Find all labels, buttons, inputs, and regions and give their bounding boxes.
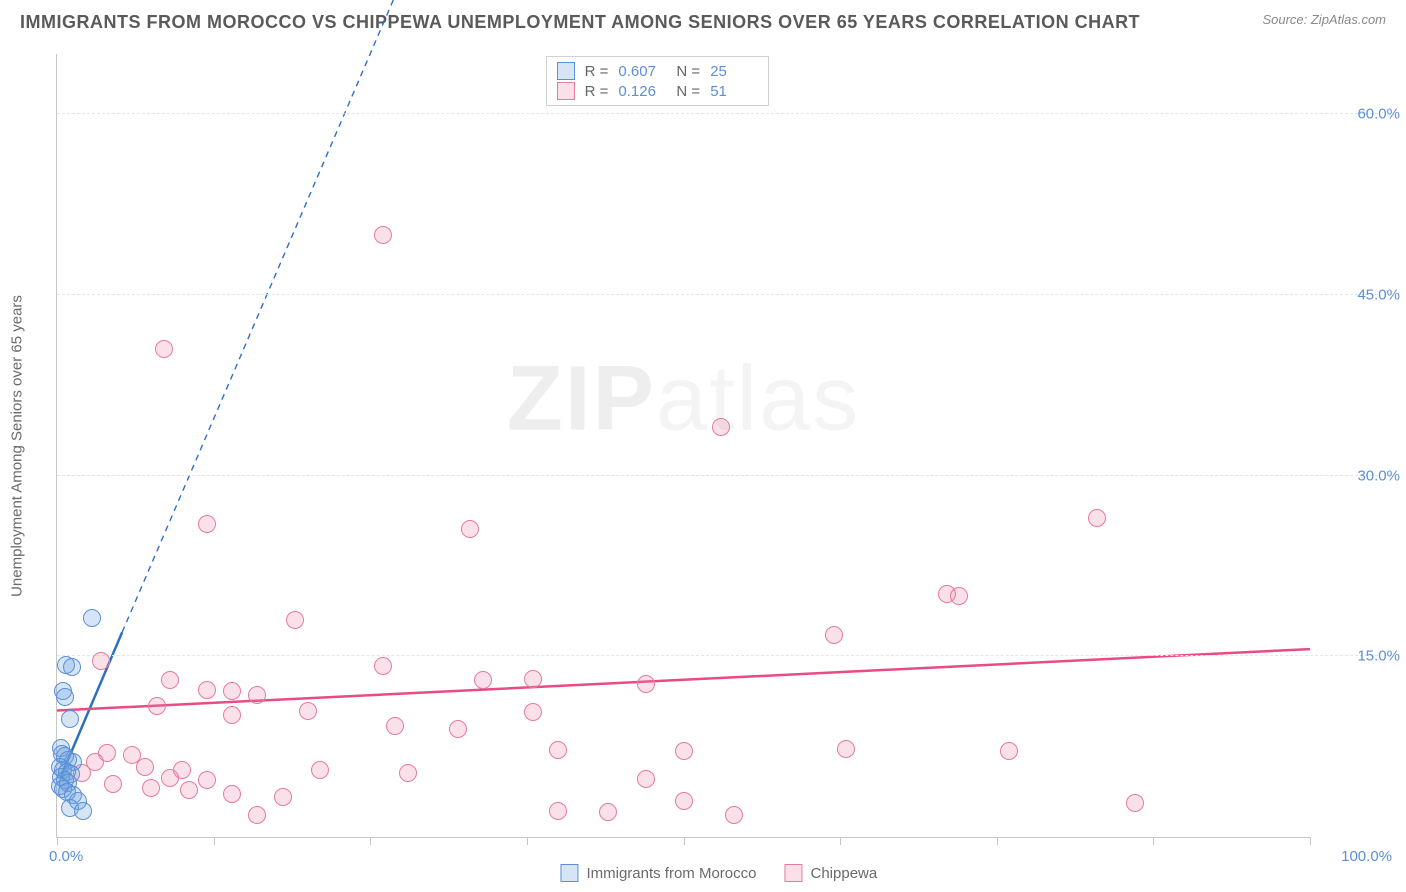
y-tick-label: 60.0%	[1320, 106, 1400, 123]
chart-container: ZIPatlas Unemployment Among Seniors over…	[56, 54, 1310, 838]
n-label: N =	[676, 63, 700, 80]
x-label-max: 100.0%	[1341, 848, 1392, 865]
data-point	[374, 657, 392, 675]
stats-legend: R = 0.607 N = 25 R = 0.126 N = 51	[546, 56, 770, 106]
x-tick	[1153, 837, 1154, 845]
gridline	[57, 294, 1378, 295]
legend-item: Chippewa	[785, 864, 878, 882]
data-point	[725, 806, 743, 824]
data-point	[837, 740, 855, 758]
data-point	[712, 418, 730, 436]
data-point	[386, 717, 404, 735]
trendline-extension	[122, 0, 458, 632]
data-point	[399, 764, 417, 782]
chart-title: IMMIGRANTS FROM MOROCCO VS CHIPPEWA UNEM…	[20, 12, 1140, 33]
bottom-legend: Immigrants from Morocco Chippewa	[560, 864, 877, 882]
y-tick-label: 30.0%	[1320, 467, 1400, 484]
data-point	[474, 671, 492, 689]
data-point	[198, 771, 216, 789]
data-point	[74, 802, 92, 820]
data-point	[637, 675, 655, 693]
data-point	[248, 686, 266, 704]
data-point	[161, 671, 179, 689]
y-tick-label: 45.0%	[1320, 286, 1400, 303]
legend-item: Immigrants from Morocco	[560, 864, 756, 882]
data-point	[449, 720, 467, 738]
gridline	[57, 655, 1378, 656]
legend-label: Chippewa	[811, 865, 878, 882]
plot-area: ZIPatlas Unemployment Among Seniors over…	[56, 54, 1310, 838]
stats-row: R = 0.607 N = 25	[557, 61, 759, 81]
data-point	[461, 520, 479, 538]
x-tick	[214, 837, 215, 845]
data-point	[248, 806, 266, 824]
n-label: N =	[676, 83, 700, 100]
gridline	[57, 113, 1378, 114]
data-point	[223, 785, 241, 803]
r-value: 0.607	[618, 63, 666, 80]
x-tick	[1310, 837, 1311, 845]
data-point	[637, 770, 655, 788]
x-tick	[840, 837, 841, 845]
data-point	[274, 788, 292, 806]
data-point	[56, 688, 74, 706]
data-point	[1126, 794, 1144, 812]
data-point	[198, 681, 216, 699]
data-point	[825, 626, 843, 644]
data-point	[142, 779, 160, 797]
legend-swatch	[560, 864, 578, 882]
x-tick	[684, 837, 685, 845]
data-point	[180, 781, 198, 799]
data-point	[198, 515, 216, 533]
x-tick	[57, 837, 58, 845]
r-value: 0.126	[618, 83, 666, 100]
data-point	[61, 710, 79, 728]
data-point	[136, 758, 154, 776]
data-point	[83, 609, 101, 627]
data-point	[223, 706, 241, 724]
chart-header: IMMIGRANTS FROM MOROCCO VS CHIPPEWA UNEM…	[0, 0, 1406, 41]
data-point	[161, 769, 179, 787]
n-value: 51	[710, 83, 758, 100]
x-label-min: 0.0%	[49, 848, 83, 865]
data-point	[223, 682, 241, 700]
source-attribution: Source: ZipAtlas.com	[1262, 12, 1386, 27]
data-point	[311, 761, 329, 779]
stats-row: R = 0.126 N = 51	[557, 81, 759, 101]
x-tick	[370, 837, 371, 845]
n-value: 25	[710, 63, 758, 80]
trendlines-svg	[57, 54, 1310, 837]
x-tick	[527, 837, 528, 845]
data-point	[63, 658, 81, 676]
data-point	[1000, 742, 1018, 760]
x-tick	[997, 837, 998, 845]
data-point	[524, 670, 542, 688]
legend-label: Immigrants from Morocco	[586, 865, 756, 882]
data-point	[549, 802, 567, 820]
data-point	[286, 611, 304, 629]
y-axis-label: Unemployment Among Seniors over 65 years	[9, 295, 26, 597]
data-point	[675, 792, 693, 810]
data-point	[155, 340, 173, 358]
data-point	[599, 803, 617, 821]
data-point	[104, 775, 122, 793]
r-label: R =	[585, 83, 609, 100]
watermark: ZIPatlas	[507, 346, 860, 451]
data-point	[675, 742, 693, 760]
data-point	[1088, 509, 1106, 527]
legend-swatch	[557, 82, 575, 100]
trendline	[57, 649, 1310, 710]
data-point	[299, 702, 317, 720]
data-point	[374, 226, 392, 244]
data-point	[950, 587, 968, 605]
data-point	[92, 652, 110, 670]
y-tick-label: 15.0%	[1320, 648, 1400, 665]
legend-swatch	[557, 62, 575, 80]
data-point	[148, 697, 166, 715]
r-label: R =	[585, 63, 609, 80]
gridline	[57, 475, 1378, 476]
data-point	[549, 741, 567, 759]
legend-swatch	[785, 864, 803, 882]
data-point	[524, 703, 542, 721]
